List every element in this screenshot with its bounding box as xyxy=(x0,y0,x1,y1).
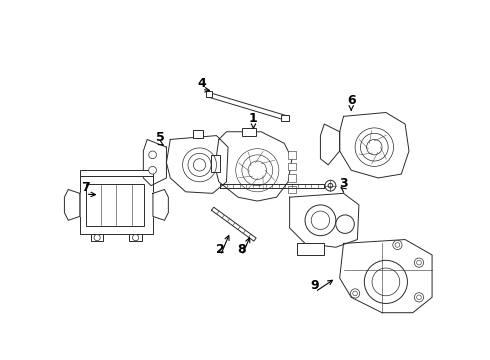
Circle shape xyxy=(393,240,402,249)
Bar xyxy=(288,186,296,193)
Polygon shape xyxy=(143,139,167,186)
Bar xyxy=(288,163,296,170)
Circle shape xyxy=(305,205,336,236)
Bar xyxy=(86,184,144,226)
Polygon shape xyxy=(80,176,153,234)
Text: 6: 6 xyxy=(347,94,356,107)
Polygon shape xyxy=(340,239,432,313)
Text: 7: 7 xyxy=(81,181,90,194)
Circle shape xyxy=(415,258,423,267)
Bar xyxy=(91,234,103,242)
Bar xyxy=(80,170,153,176)
Text: 3: 3 xyxy=(339,177,348,190)
Polygon shape xyxy=(167,136,228,193)
Circle shape xyxy=(372,268,400,296)
Polygon shape xyxy=(290,193,359,247)
Circle shape xyxy=(416,295,421,300)
Bar xyxy=(288,151,296,159)
Polygon shape xyxy=(64,189,80,220)
Bar xyxy=(281,115,289,121)
Circle shape xyxy=(132,235,139,241)
Circle shape xyxy=(416,260,421,265)
Polygon shape xyxy=(208,93,287,120)
Text: 9: 9 xyxy=(311,279,319,292)
Polygon shape xyxy=(320,124,340,165)
Circle shape xyxy=(311,211,330,230)
Text: 5: 5 xyxy=(156,131,165,144)
Circle shape xyxy=(350,289,360,298)
Bar xyxy=(297,243,324,255)
Bar xyxy=(211,155,220,172)
Text: 4: 4 xyxy=(197,77,206,90)
Bar xyxy=(288,174,296,182)
Circle shape xyxy=(328,183,333,188)
Circle shape xyxy=(365,260,408,303)
Circle shape xyxy=(149,166,156,174)
Polygon shape xyxy=(340,112,409,178)
Circle shape xyxy=(415,293,423,302)
Polygon shape xyxy=(215,132,292,201)
Text: 8: 8 xyxy=(238,243,246,256)
Circle shape xyxy=(395,243,400,247)
Circle shape xyxy=(149,151,156,159)
Circle shape xyxy=(353,291,357,296)
Circle shape xyxy=(336,215,354,233)
Circle shape xyxy=(94,235,100,241)
Polygon shape xyxy=(212,207,256,241)
Polygon shape xyxy=(220,184,324,188)
Circle shape xyxy=(325,180,336,191)
Text: 2: 2 xyxy=(216,243,225,256)
Text: 1: 1 xyxy=(249,112,258,125)
Bar xyxy=(129,234,142,242)
Bar xyxy=(206,91,212,97)
Bar xyxy=(194,130,203,138)
Polygon shape xyxy=(153,189,169,220)
Bar xyxy=(242,128,256,136)
Bar xyxy=(80,176,153,234)
